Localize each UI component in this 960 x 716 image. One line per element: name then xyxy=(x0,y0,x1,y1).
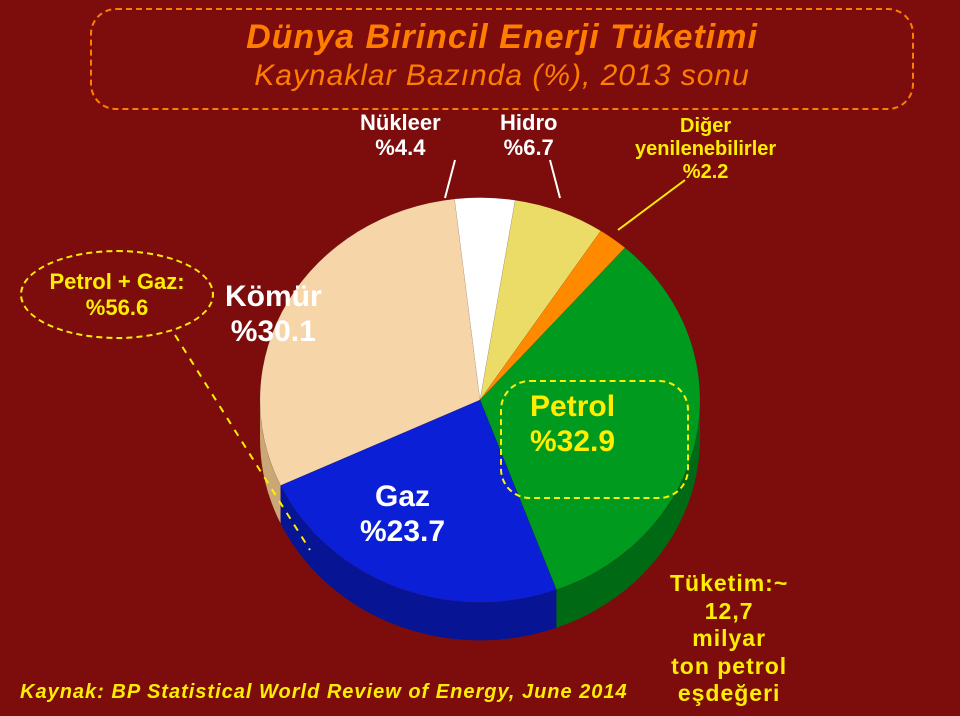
title-box: Dünya Birincil Enerji Tüketimi Kaynaklar… xyxy=(90,8,914,110)
label-diger: Diğer yenilenebilirler %2.2 xyxy=(635,115,776,184)
combined-label: Petrol + Gaz: %56.6 xyxy=(49,269,184,320)
label-nukleer: Nükleer %4.4 xyxy=(360,110,441,161)
label-gaz: Gaz %23.7 xyxy=(360,480,445,549)
label-komur: Kömür %30.1 xyxy=(225,280,322,349)
title-line1: Dünya Birincil Enerji Tüketimi xyxy=(112,18,892,57)
chart-area: Petrol + Gaz: %56.6 Kömür %30.1 Nükleer … xyxy=(230,150,730,630)
source-citation: Kaynak: BP Statistical World Review of E… xyxy=(20,681,628,704)
consumption-note: Tüketim:~ 12,7 milyar ton petrol eşdeğer… xyxy=(670,570,788,708)
label-petrol: Petrol %32.9 xyxy=(530,390,615,459)
combined-oval: Petrol + Gaz: %56.6 xyxy=(20,250,214,339)
label-hidro: Hidro %6.7 xyxy=(500,110,557,161)
title-line2: Kaynaklar Bazında (%), 2013 sonu xyxy=(112,59,892,94)
